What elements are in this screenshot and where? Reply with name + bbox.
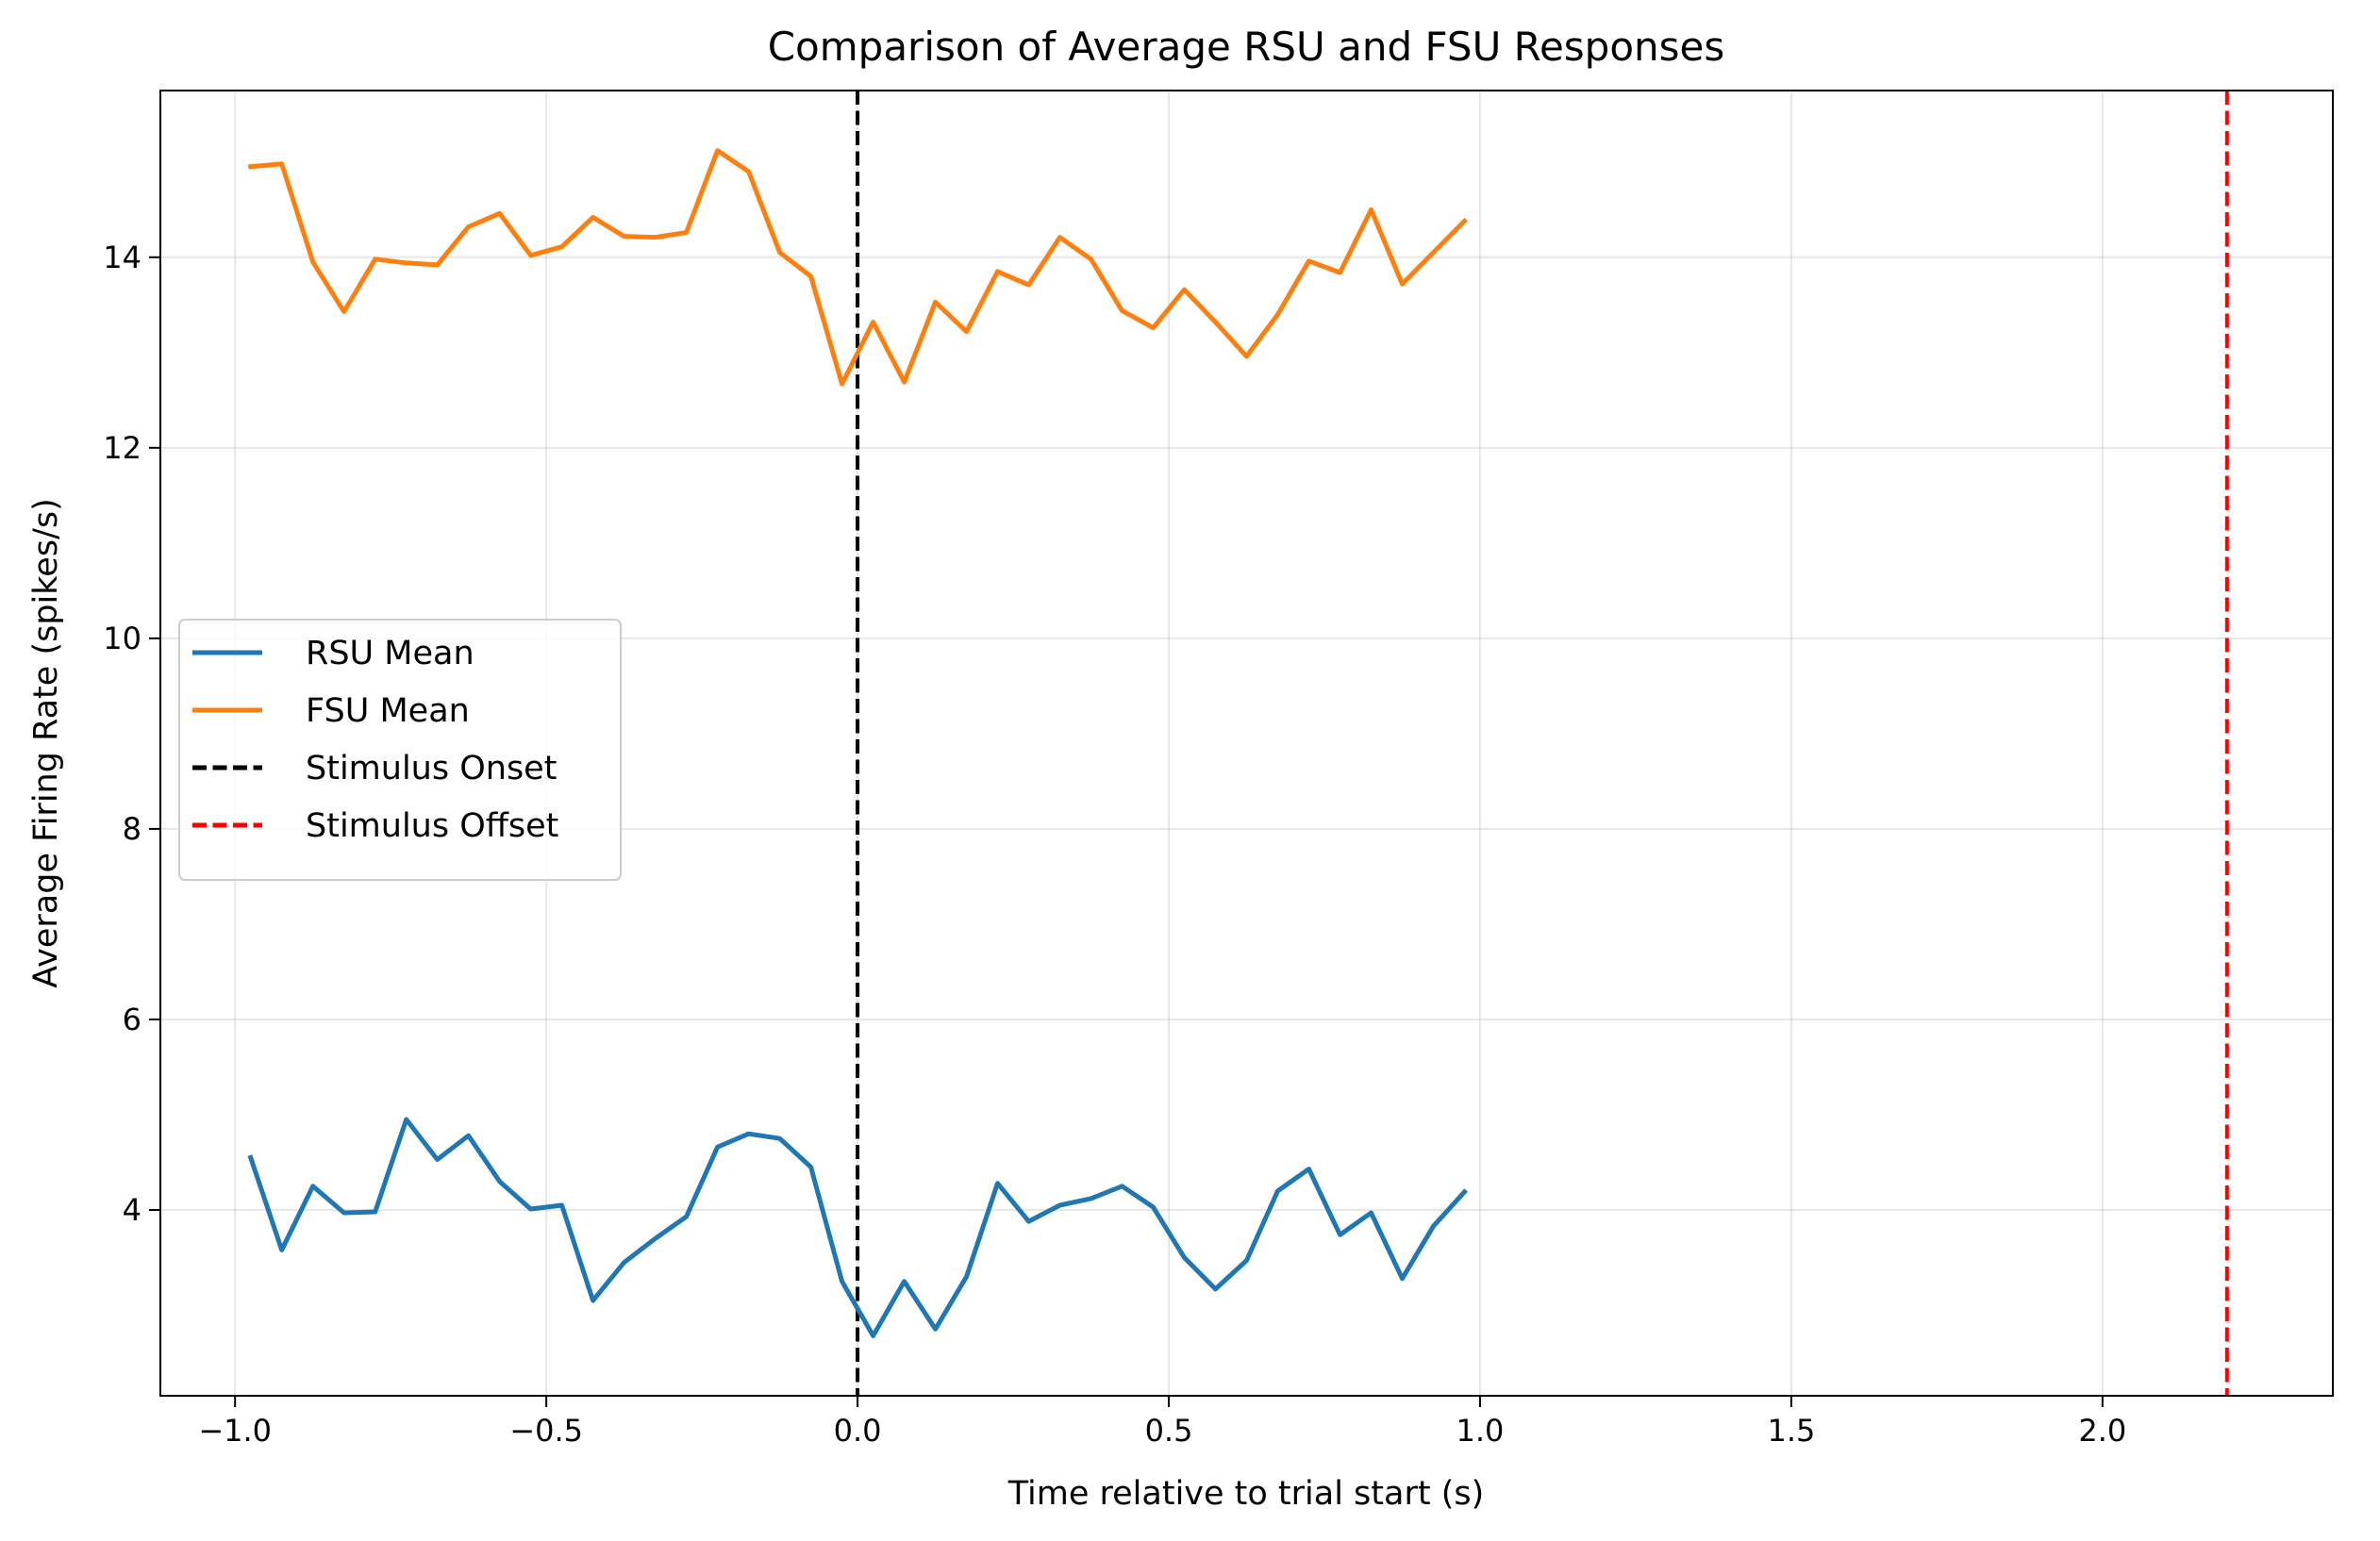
y-tick-label: 6 [123,1002,141,1037]
y-tick-label: 12 [103,430,141,466]
x-tick-label: −0.5 [509,1413,583,1449]
x-tick-label: 0.5 [1145,1413,1193,1449]
legend-label: Stimulus Onset [306,750,557,787]
x-tick-label: −1.0 [198,1413,272,1449]
chart-title: Comparison of Average RSU and FSU Respon… [768,24,1725,70]
y-axis-label: Average Firing Rate (spikes/s) [27,498,65,987]
legend-label: Stimulus Offset [306,807,558,845]
y-tick-label: 8 [123,811,141,847]
reference-lines [856,91,2229,1396]
y-tick-label: 4 [123,1192,141,1228]
x-tick-label: 1.5 [1767,1413,1815,1449]
x-axis-label: Time relative to trial start (s) [1007,1475,1485,1513]
data-series [247,148,1469,1338]
x-tick-label: 1.0 [1456,1413,1505,1449]
plot-frame [159,90,2334,1397]
fsu-mean-line [247,148,1469,387]
legend-label: FSU Mean [306,692,470,730]
x-axis-ticks: −1.0 −0.5 0.0 0.5 1.0 1.5 2.0 [198,1396,2126,1449]
legend-label: RSU Mean [306,635,474,672]
x-tick-label: 2.0 [2078,1413,2126,1449]
y-axis-ticks: 4 6 8 10 12 14 [103,240,160,1228]
legend-box [178,619,622,881]
legend: RSU Mean FSU Mean Stimulus Onset Stimulus O… [178,619,622,881]
x-tick-label: 0.0 [834,1413,882,1449]
y-tick-label: 10 [103,621,141,656]
y-tick-label: 14 [103,240,141,275]
rsu-mean-line [247,1117,1469,1338]
